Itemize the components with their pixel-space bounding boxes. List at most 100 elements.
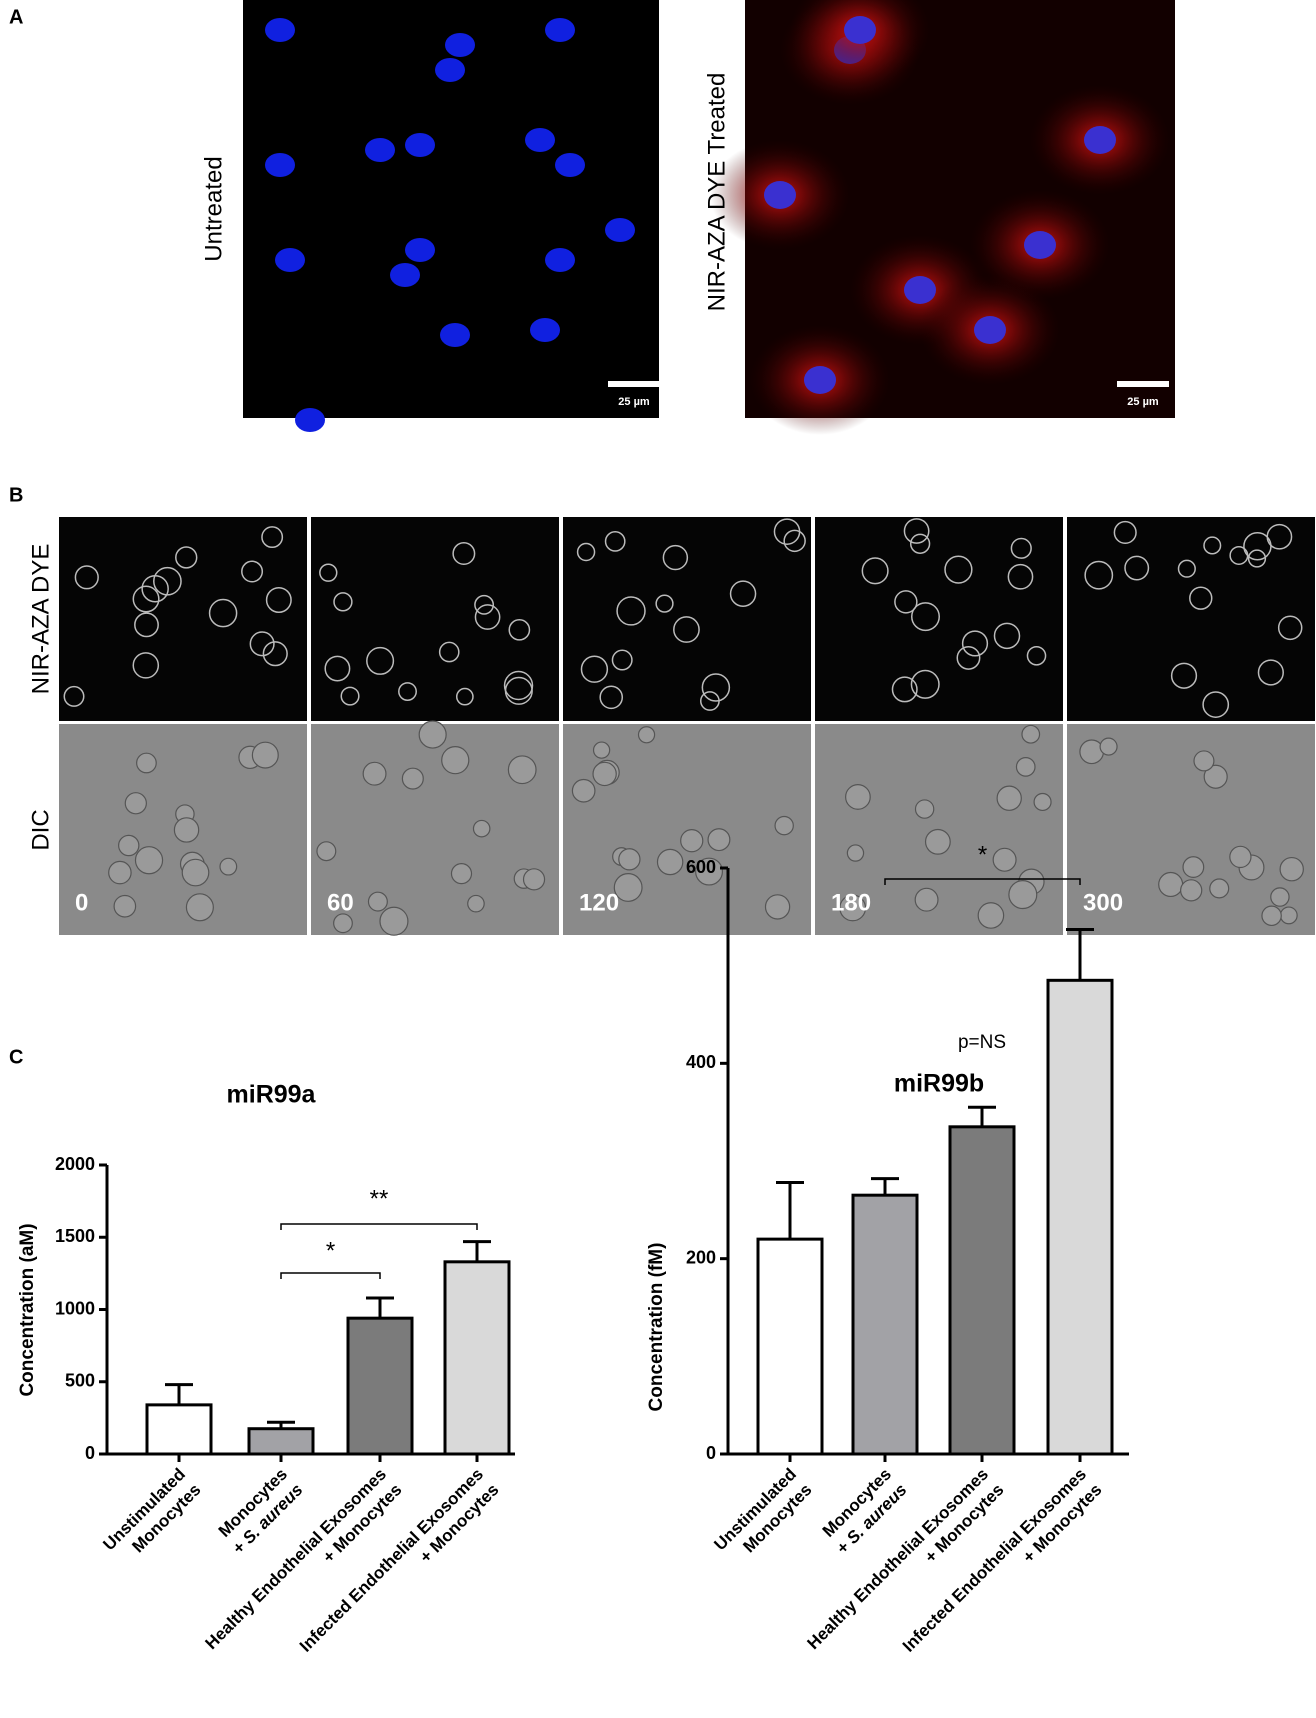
- cell: [846, 844, 865, 862]
- cell: [219, 857, 238, 876]
- y-tick-label: 0: [706, 1443, 716, 1463]
- cell: [113, 894, 137, 918]
- cell: [961, 630, 989, 657]
- bar: [346, 1316, 414, 1456]
- cell: [910, 669, 940, 699]
- cell: [996, 785, 1022, 811]
- cell: [1124, 555, 1150, 581]
- nucleus: [265, 18, 295, 42]
- cell: [1158, 871, 1184, 898]
- cell: [592, 741, 611, 759]
- cell: [729, 580, 757, 607]
- cell: [699, 691, 720, 711]
- cell: [662, 544, 689, 571]
- cell: [362, 761, 387, 786]
- cell: [441, 746, 470, 775]
- cell: [261, 526, 284, 549]
- nucleus: [605, 218, 635, 242]
- y-tick-label: 500: [65, 1371, 95, 1391]
- cell: [118, 834, 140, 857]
- cell: [911, 602, 940, 632]
- cell: [618, 848, 641, 871]
- cell: [903, 518, 930, 544]
- cell: [576, 542, 596, 562]
- cell: [340, 686, 360, 706]
- cell: [695, 857, 724, 886]
- annotation: p=NS: [958, 1032, 1006, 1053]
- cell: [604, 530, 626, 552]
- cell: [701, 673, 731, 702]
- cell: [914, 799, 935, 819]
- cell: [136, 752, 157, 774]
- y-tick-label: 600: [686, 857, 716, 877]
- nuclei: [265, 0, 1170, 435]
- cell: [655, 594, 674, 613]
- significance-bracket: [280, 1272, 381, 1279]
- cell: [418, 720, 447, 749]
- cell: [398, 682, 417, 702]
- y-tick-label: 0: [85, 1443, 95, 1463]
- cell: [450, 863, 473, 885]
- cell: [977, 902, 1005, 929]
- nucleus: [275, 248, 305, 272]
- cell: [1033, 792, 1052, 812]
- bar: [948, 1125, 1016, 1456]
- cell: [503, 670, 534, 701]
- nucleus: [555, 153, 585, 177]
- cell-images: [59, 517, 1315, 936]
- cell: [316, 841, 337, 862]
- cell: [707, 828, 731, 852]
- nucleus: [545, 248, 575, 272]
- cell: [472, 819, 491, 838]
- time-label: 120: [579, 889, 619, 916]
- nucleus: [1024, 231, 1056, 259]
- fluorescence-image: [311, 517, 559, 721]
- nucleus: [904, 276, 936, 304]
- y-tick-label: 1500: [55, 1226, 95, 1246]
- panel-label: A: [9, 6, 23, 28]
- annotation: **: [370, 1185, 389, 1212]
- significance-bracket: [280, 1223, 478, 1230]
- cell: [914, 887, 939, 912]
- cell: [134, 612, 159, 638]
- cell: [208, 598, 238, 628]
- cell: [1203, 536, 1222, 555]
- cell: [175, 546, 198, 569]
- y-tick-label: 400: [686, 1052, 716, 1072]
- bar: [145, 1403, 213, 1456]
- bar: [247, 1427, 315, 1456]
- cell: [592, 761, 617, 787]
- cell: [241, 560, 264, 583]
- x-tick-label: Monocytes+ S. aureus: [819, 1465, 911, 1558]
- cell: [1247, 549, 1267, 568]
- cell: [1113, 520, 1137, 545]
- cell: [992, 847, 1017, 872]
- cell: [251, 741, 279, 769]
- cell: [924, 828, 951, 855]
- cell: [1079, 739, 1105, 765]
- cell: [367, 891, 388, 912]
- cell: [132, 585, 160, 613]
- time-label: 180: [831, 889, 871, 916]
- y-tick-label: 200: [686, 1247, 716, 1267]
- cell: [185, 893, 214, 922]
- cell: [401, 767, 424, 790]
- panel-label: C: [9, 1046, 23, 1068]
- cell: [134, 846, 164, 875]
- cell: [1229, 845, 1252, 869]
- cell: [894, 590, 918, 614]
- cell: [181, 858, 210, 887]
- cell: [1193, 750, 1215, 772]
- nucleus: [545, 18, 575, 42]
- cell: [580, 655, 609, 683]
- nucleus: [525, 128, 555, 152]
- fluorescence-image: [563, 517, 811, 721]
- cell: [249, 631, 275, 657]
- cell: [956, 645, 981, 670]
- scale-label: 25 µm: [1127, 396, 1159, 408]
- nucleus: [445, 33, 475, 57]
- cell: [1099, 737, 1118, 756]
- scale-bar: [1117, 381, 1169, 387]
- nucleus: [265, 153, 295, 177]
